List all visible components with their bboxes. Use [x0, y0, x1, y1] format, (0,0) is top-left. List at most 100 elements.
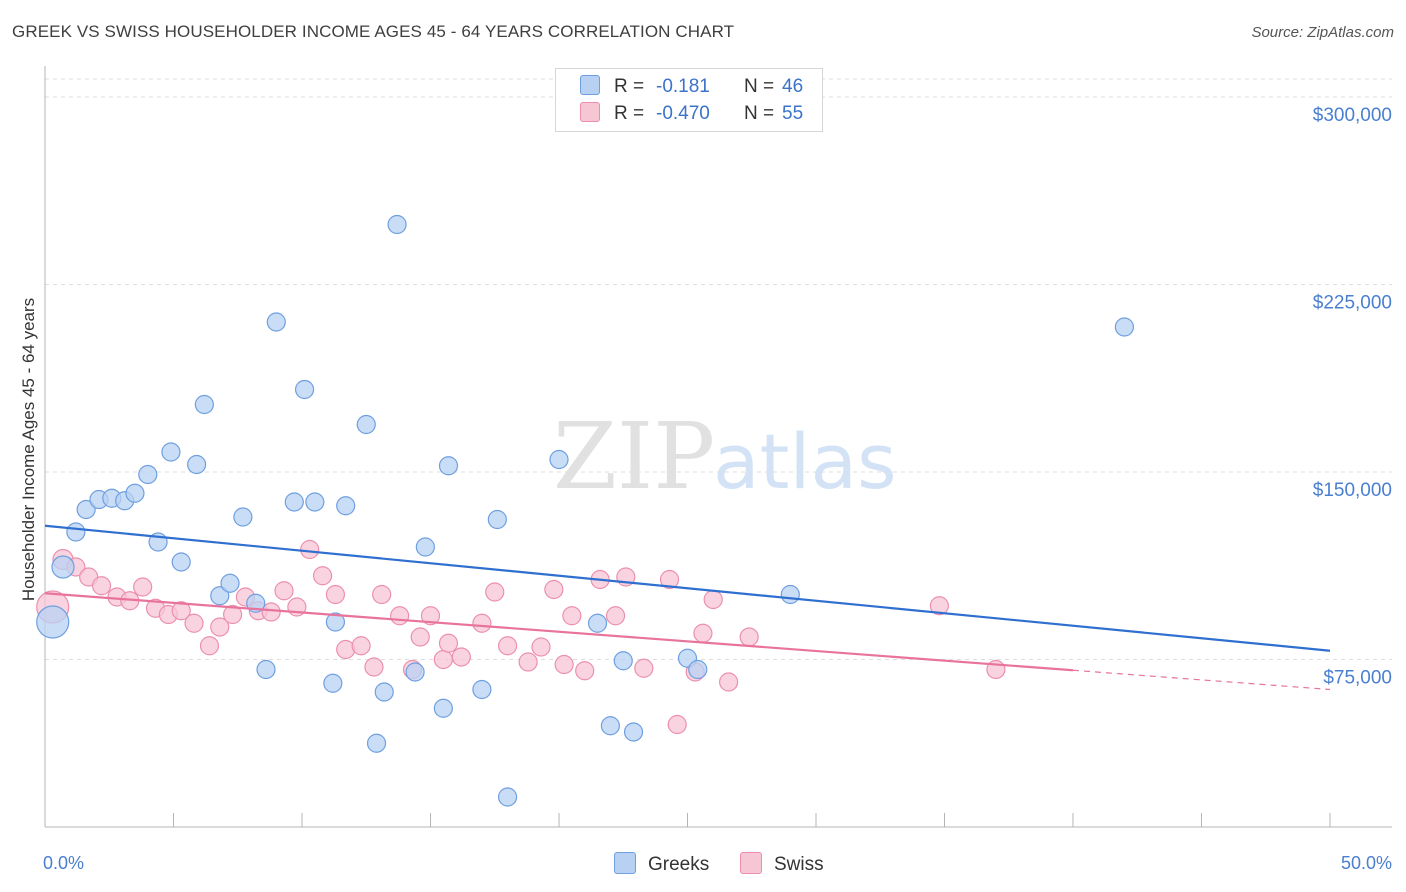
- greeks-point: [366, 733, 387, 753]
- greeks-point: [161, 442, 181, 462]
- swiss-swatch: [580, 102, 600, 122]
- greeks-point: [187, 454, 207, 475]
- swiss-point: [667, 714, 687, 735]
- greeks-point: [51, 555, 75, 579]
- swiss-point: [575, 661, 595, 681]
- swiss-point: [518, 652, 538, 672]
- greeks-point: [325, 612, 346, 632]
- swiss-point: [433, 649, 453, 670]
- greeks-point: [600, 716, 621, 736]
- swiss-point: [438, 633, 459, 653]
- legend-item-swiss[interactable]: Swiss: [740, 852, 824, 876]
- source-label: Source: ZipAtlas.com: [1251, 24, 1394, 41]
- correlation-legend: R = -0.181 N = 46 R = -0.470 N = 55: [555, 68, 823, 132]
- legend-row-greeks: R = -0.181 N = 46: [580, 75, 803, 99]
- swiss-point: [420, 606, 441, 626]
- greeks-point: [66, 522, 86, 542]
- greeks-legend-swatch: [614, 852, 636, 874]
- legend-r-value: -0.181: [656, 76, 710, 97]
- greeks-point: [613, 651, 633, 671]
- swiss-point: [719, 672, 739, 692]
- swiss-point: [485, 582, 505, 602]
- swiss-point: [739, 627, 759, 647]
- greeks-point: [266, 312, 286, 332]
- swiss-point: [184, 613, 204, 633]
- greeks-point: [356, 414, 376, 435]
- y-tick-label: $75,000: [1323, 668, 1392, 689]
- swiss-point: [312, 566, 333, 586]
- greeks-point: [498, 787, 518, 807]
- greeks-point: [125, 483, 145, 503]
- series-legend: Greeks Swiss: [0, 852, 1406, 878]
- greeks-point: [256, 659, 276, 680]
- axis-labels: $75,000 $150,000 $225,000 $300,000 0.0% 50.0%…: [19, 105, 1392, 873]
- greeks-series: [36, 214, 1135, 807]
- greeks-point: [36, 605, 70, 639]
- greeks-point: [220, 573, 240, 593]
- swiss-point: [372, 584, 392, 605]
- greeks-point: [688, 659, 708, 680]
- chart-title: GREEK VS SWISS HOUSEHOLDER INCOME AGES 4…: [12, 22, 735, 41]
- swiss-point: [605, 606, 626, 626]
- swiss-point: [659, 569, 680, 590]
- y-tick-label: $150,000: [1313, 480, 1392, 501]
- legend-r-value: -0.470: [656, 103, 710, 124]
- swiss-point: [451, 647, 471, 667]
- legend-item-greeks[interactable]: Greeks: [614, 852, 709, 876]
- swiss-point: [351, 636, 371, 656]
- greeks-point: [415, 537, 435, 557]
- swiss-point: [364, 657, 384, 677]
- y-axis-title: Householder Income Ages 45 - 64 years: [19, 298, 38, 601]
- legend-n-value: 55: [782, 103, 804, 124]
- swiss-point: [133, 577, 153, 597]
- swiss-point: [472, 613, 492, 633]
- swiss-point: [223, 604, 243, 625]
- swiss-point: [498, 636, 518, 656]
- greeks-point: [171, 552, 191, 572]
- greeks-point: [374, 682, 394, 702]
- greeks-point: [433, 698, 453, 718]
- watermark-atlas: atlas: [713, 417, 897, 506]
- greeks-point: [472, 679, 492, 700]
- greeks-point: [780, 584, 800, 605]
- greeks-point: [487, 509, 507, 530]
- y-tick-label: $225,000: [1313, 293, 1392, 314]
- swiss-point: [325, 584, 346, 605]
- greeks-point: [76, 499, 96, 520]
- greeks-trend-line: [44, 524, 1331, 652]
- swiss-trend-line: [44, 592, 1074, 672]
- swiss-point: [274, 581, 294, 601]
- legend-row-swiss: R = -0.470 N = 55: [580, 102, 803, 126]
- swiss-legend-swatch: [740, 852, 762, 874]
- legend-n-label: N =: [744, 103, 775, 124]
- greeks-point: [387, 214, 407, 235]
- greeks-point: [305, 492, 325, 512]
- swiss-point: [929, 596, 949, 616]
- x-tick-label-min: 0.0%: [43, 853, 84, 873]
- legend-n-value: 46: [782, 76, 804, 97]
- swiss-legend-label: Swiss: [774, 854, 824, 875]
- swiss-point: [91, 576, 112, 596]
- swiss-point: [390, 606, 410, 626]
- greeks-point: [438, 456, 459, 476]
- swiss-trend-line-extension: [1072, 669, 1331, 691]
- swiss-point: [693, 623, 713, 643]
- swiss-point: [210, 617, 230, 637]
- y-tick-label: $300,000: [1313, 105, 1392, 126]
- greeks-point: [1114, 317, 1135, 337]
- trend-lines: [44, 524, 1331, 691]
- legend-r-label: R =: [614, 76, 645, 97]
- swiss-point: [300, 539, 320, 560]
- swiss-point: [261, 602, 281, 622]
- greeks-point: [323, 673, 343, 693]
- grid-lines: [45, 78, 1392, 660]
- greeks-point: [587, 613, 608, 633]
- watermark: ZIP atlas: [553, 403, 897, 510]
- greeks-point: [336, 496, 356, 516]
- watermark-zip: ZIP: [553, 403, 715, 510]
- greeks-point: [405, 662, 425, 682]
- greeks-point: [294, 379, 315, 400]
- greeks-point: [210, 586, 230, 606]
- swiss-point: [703, 589, 723, 610]
